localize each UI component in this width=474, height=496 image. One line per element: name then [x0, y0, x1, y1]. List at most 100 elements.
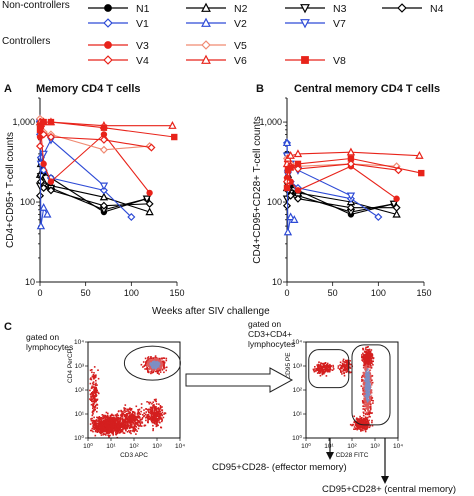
facs-event: [92, 382, 94, 384]
facs-event: [120, 423, 122, 426]
facs-event: [159, 408, 162, 410]
series-line-v8: [39, 121, 175, 138]
facs-event: [113, 416, 115, 419]
facs-event: [326, 364, 328, 366]
facs-event: [344, 369, 346, 372]
facs-event: [366, 422, 368, 424]
facs-event: [93, 377, 96, 379]
facs-event: [91, 427, 93, 430]
facs-event: [145, 368, 148, 370]
facs-event: [366, 395, 369, 398]
facs-event: [161, 411, 164, 414]
facs-event: [118, 423, 121, 425]
y-tick-label: 1,000: [12, 117, 35, 127]
facs-event: [146, 414, 149, 416]
facs-event: [365, 346, 367, 349]
facs-event: [98, 392, 100, 395]
facs-event: [105, 431, 107, 433]
facs-event: [91, 385, 93, 388]
facs-event: [95, 423, 97, 426]
facs-event: [111, 430, 113, 433]
facs-event: [150, 414, 153, 416]
facs-event: [133, 418, 135, 421]
legend-marker-v4: [103, 55, 113, 65]
facs-event: [156, 358, 158, 360]
facs-event: [364, 427, 366, 429]
facs-event: [357, 421, 359, 423]
facs-event: [129, 427, 131, 430]
facs-event: [157, 417, 160, 419]
facs-event: [92, 391, 94, 393]
data-point-n4: [46, 186, 56, 195]
facs-event: [100, 419, 103, 422]
facs-event: [329, 363, 331, 366]
facs-event: [371, 360, 373, 362]
data-point-n2: [145, 207, 154, 216]
facs-event: [152, 361, 154, 363]
facs-event: [371, 356, 374, 359]
facs-event: [367, 392, 369, 395]
facs-event: [346, 369, 349, 372]
facs-event: [129, 418, 131, 420]
facs-event: [149, 416, 152, 419]
facs-event: [139, 417, 141, 419]
facs-event: [153, 421, 156, 423]
data-point-v4: [293, 164, 303, 173]
x-tick-label: 0: [284, 288, 289, 298]
facs-event: [163, 366, 165, 369]
facs-event: [368, 374, 370, 376]
facs-event: [362, 420, 364, 422]
facs-event: [342, 365, 345, 367]
legend-markers: N1 N2 N3 N4 V1 V2 V7 V3 V5 V4 V6 V8: [88, 2, 444, 67]
facs-event: [130, 416, 133, 418]
facs-event: [139, 423, 142, 426]
facs-event: [329, 368, 331, 370]
facs-event: [365, 373, 367, 376]
facs-event: [352, 423, 354, 426]
facs-event: [93, 399, 96, 401]
data-point-v5: [99, 145, 108, 154]
facs-event: [156, 420, 158, 422]
facs-event: [99, 424, 102, 426]
facs-event: [340, 367, 342, 370]
facs-event: [145, 416, 148, 418]
data-point-v4: [147, 143, 156, 152]
facs-event: [94, 422, 96, 425]
facs-event: [344, 359, 347, 362]
facs-event: [152, 428, 154, 430]
facs-event: [328, 369, 330, 372]
facs-event: [126, 420, 128, 423]
facs-event: [154, 419, 156, 421]
facs-event: [367, 380, 369, 382]
facs-event: [369, 371, 371, 374]
facs-event: [370, 407, 372, 410]
facs-event: [147, 356, 150, 358]
facs-event: [117, 426, 120, 429]
legend-group-noncontrollers: Non-controllers: [2, 0, 70, 11]
facs-event: [106, 422, 109, 424]
facs-event: [118, 422, 120, 424]
facs-event: [106, 427, 108, 429]
facs-event: [112, 419, 115, 421]
facs-event: [114, 418, 117, 421]
facs-event: [94, 434, 97, 437]
facs-event: [364, 358, 366, 360]
facs-event: [341, 363, 344, 366]
facs-event: [363, 382, 366, 384]
facs-event: [365, 372, 367, 374]
facs-event: [370, 378, 372, 380]
facs-event: [364, 400, 367, 403]
facs-event: [151, 403, 153, 405]
facs-event: [97, 369, 99, 371]
facs-event: [120, 430, 123, 432]
facs-event: [114, 427, 117, 430]
facs-event: [319, 370, 322, 372]
facs-event: [152, 358, 154, 360]
facs-y-tick-label: 10³: [293, 363, 303, 370]
y-tick-label: 10: [272, 277, 282, 287]
facs-event: [140, 403, 143, 405]
facs-event: [128, 430, 130, 432]
facs-event: [317, 371, 320, 374]
facs-event: [163, 357, 166, 359]
facs-event: [368, 377, 371, 380]
